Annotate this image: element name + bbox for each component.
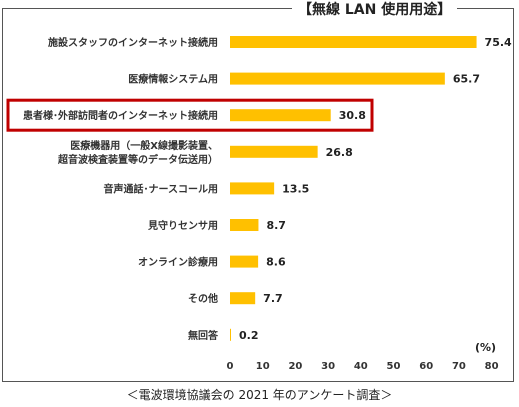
data-label: 0.2 [239,329,259,342]
category-label: 無回答 [188,329,219,342]
category-label-line: 無回答 [188,329,219,342]
x-tick-label: 30 [321,361,335,372]
chart-title: 【無線 LAN 使用用途】 [292,0,458,20]
data-label: 30.8 [339,109,366,122]
category-label-line: 医療情報システム用 [128,73,218,86]
highlight-box [6,98,374,132]
bar [230,109,331,122]
x-tick-label: 20 [288,361,302,372]
data-label: 65.7 [453,73,480,86]
x-tick-label: 50 [387,361,401,372]
x-tick-label: 80 [485,361,499,372]
category-label: 音声通話･ナースコール用 [104,182,219,195]
category-label: 患者様･外部訪問者のインターネット接続用 [23,109,218,122]
category-label: その他 [188,292,218,305]
bar [230,145,318,158]
x-axis-unit: (%) [475,341,497,354]
x-tick-label: 40 [354,361,368,372]
category-label-line: 超音波検査装置等のデータ伝送用） [57,153,218,166]
data-label: 8.7 [266,219,286,232]
bar [230,255,259,268]
x-tick-label: 10 [256,361,270,372]
source-note: ＜電波環境協議会の 2021 年のアンケート調査＞ [126,388,393,402]
category-label: 医療機器用（一般X線撮影装置、超音波検査装置等のデータ伝送用） [57,139,218,166]
category-label-line: 患者様･外部訪問者のインターネット接続用 [23,109,218,122]
bar [230,219,259,231]
category-label-line: その他 [188,292,218,305]
data-label: 75.4 [485,36,512,49]
category-label-line: 見守りセンサ用 [147,219,218,232]
bar [230,182,275,195]
category-label-line: 施設スタッフのインターネット接続用 [48,36,218,49]
bar [230,36,477,48]
category-label: オンライン診療用 [138,256,218,269]
category-label: 施設スタッフのインターネット接続用 [48,36,218,49]
data-label: 13.5 [282,182,309,195]
bar [230,292,256,305]
chart-frame [2,8,514,382]
bar [230,328,231,341]
data-label: 26.8 [326,146,353,159]
category-label: 見守りセンサ用 [147,219,218,232]
category-label: 医療情報システム用 [128,73,218,86]
category-label-line: 音声通話･ナースコール用 [104,182,219,195]
x-tick-label: 60 [419,361,433,372]
bar [230,72,445,85]
x-tick-label: 70 [452,361,466,372]
x-tick-label: 0 [227,361,234,372]
data-label: 7.7 [263,292,283,305]
category-label-line: 医療機器用（一般X線撮影装置、 [70,139,218,152]
category-label-line: オンライン診療用 [138,256,218,269]
data-label: 8.6 [266,256,286,269]
